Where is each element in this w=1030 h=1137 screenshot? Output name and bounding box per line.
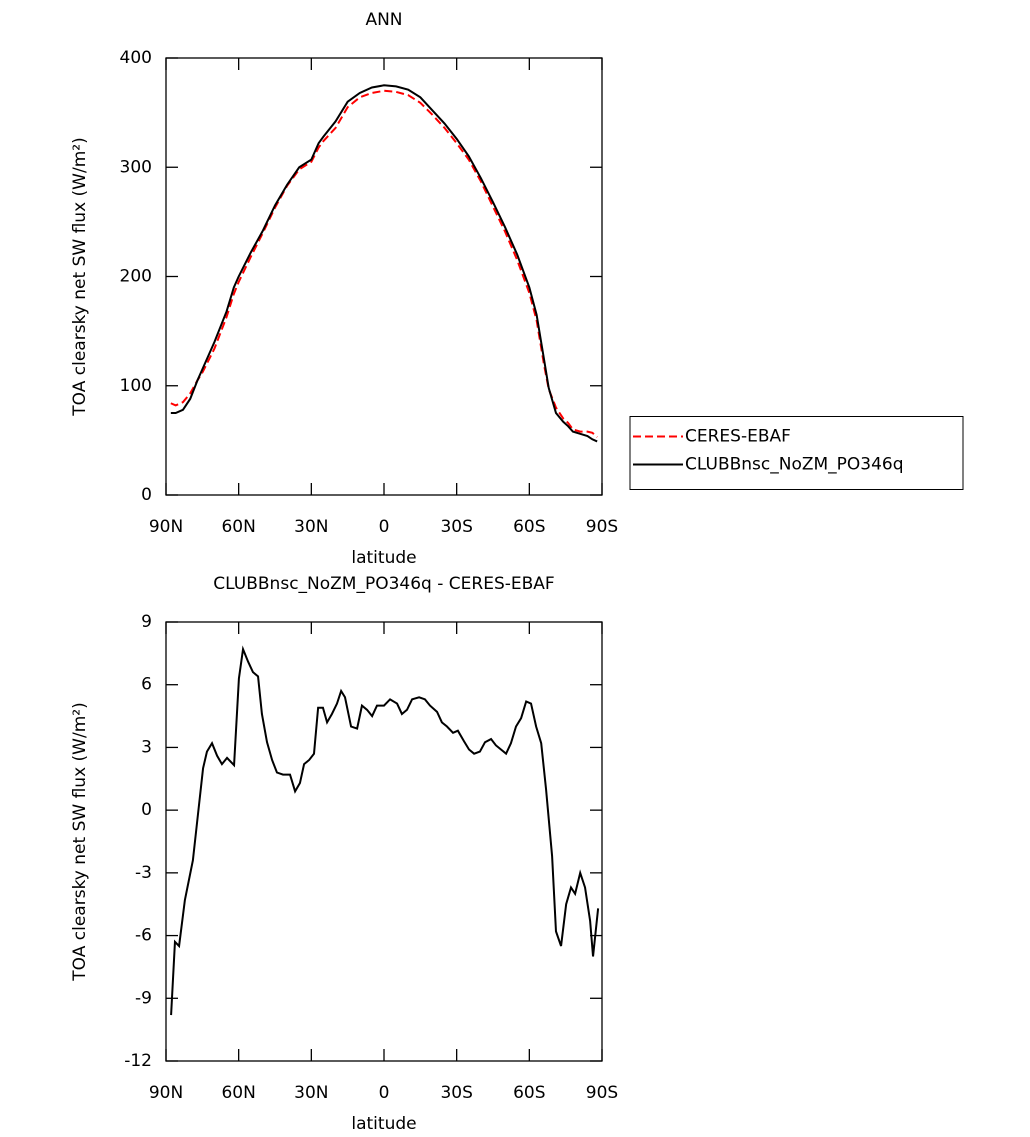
x-tick-label: 0 (379, 517, 390, 537)
x-tick-label: 30N (294, 1083, 328, 1103)
y-tick-label: 0 (141, 485, 152, 505)
y-tick-label: 3 (141, 737, 152, 757)
x-tick-label: 90S (586, 1083, 618, 1103)
legend-label: CLUBBnsc_NoZM_PO346q (685, 455, 904, 475)
y-tick-label: 100 (120, 376, 152, 396)
legend-label: CERES-EBAF (685, 427, 791, 447)
y-axis-label: TOA clearsky net SW flux (W/m²) (70, 702, 90, 981)
y-tick-label: -6 (135, 926, 152, 946)
plot-frame (165, 57, 603, 496)
y-tick-label: 300 (120, 157, 152, 177)
x-axis-label: latitude (351, 548, 416, 568)
data-line (170, 89, 598, 438)
y-axis-label: TOA clearsky net SW flux (W/m²) (70, 137, 90, 416)
x-tick-label: 60S (513, 517, 545, 537)
x-tick-label: 90N (149, 517, 183, 537)
legend-box (629, 416, 964, 490)
y-tick-label: 9 (141, 612, 152, 632)
y-tick-label: -12 (124, 1051, 152, 1071)
x-tick-label: 0 (379, 1083, 390, 1103)
x-tick-label: 30N (294, 517, 328, 537)
y-tick-label: 6 (141, 675, 152, 695)
y-tick-label: 400 (120, 48, 152, 68)
y-tick-label: -3 (135, 863, 152, 883)
x-tick-label: 90N (149, 1083, 183, 1103)
data-line (170, 84, 598, 443)
x-axis-label: latitude (351, 1114, 416, 1134)
x-tick-label: 60S (513, 1083, 545, 1103)
x-tick-label: 30S (440, 517, 472, 537)
plot-frame (165, 621, 603, 1062)
x-tick-label: 60N (221, 517, 255, 537)
y-tick-label: 200 (120, 267, 152, 287)
data-line (170, 645, 600, 1016)
chart-title: ANN (365, 10, 402, 30)
x-tick-label: 60N (221, 1083, 255, 1103)
chart-title: CLUBBnsc_NoZM_PO346q - CERES-EBAF (213, 574, 554, 594)
y-tick-label: -9 (135, 988, 152, 1008)
x-tick-label: 30S (440, 1083, 472, 1103)
x-tick-label: 90S (586, 517, 618, 537)
y-tick-label: 0 (141, 800, 152, 820)
